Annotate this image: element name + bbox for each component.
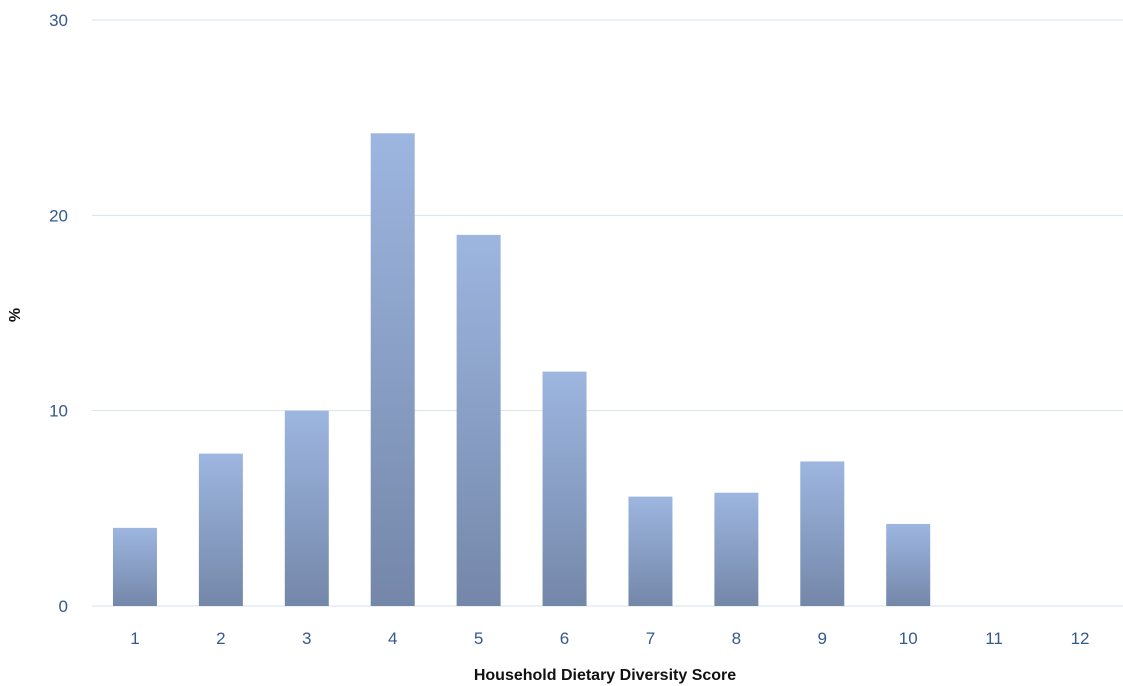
y-axis-title: % — [7, 308, 24, 322]
bar-1 — [112, 527, 157, 606]
x-tick-labels: 1 2 3 4 5 6 7 8 9 10 11 12 — [130, 629, 1089, 648]
x-tick-label: 6 — [560, 629, 569, 648]
y-tick-label: 10 — [49, 402, 68, 421]
bar-6 — [542, 371, 587, 606]
x-tick-label: 5 — [474, 629, 483, 648]
y-tick-label: 30 — [49, 11, 68, 30]
x-tick-label: 12 — [1071, 629, 1090, 648]
bar-3 — [284, 410, 329, 606]
bar-10 — [886, 523, 931, 606]
gridlines — [92, 19, 1123, 607]
x-tick-label: 10 — [899, 629, 918, 648]
bar-4 — [370, 133, 415, 606]
x-axis-title: Household Dietary Diversity Score — [474, 667, 736, 684]
x-tick-label: 3 — [302, 629, 311, 648]
bar-8 — [714, 492, 759, 606]
x-tick-label: 4 — [388, 629, 397, 648]
x-tick-label: 1 — [130, 629, 139, 648]
bars — [112, 133, 931, 606]
bar-9 — [800, 461, 845, 606]
bar-5 — [456, 234, 501, 606]
x-tick-label: 9 — [818, 629, 827, 648]
y-tick-label: 0 — [59, 597, 68, 616]
bar-7 — [628, 496, 673, 606]
bar-2 — [198, 453, 243, 606]
x-tick-label: 7 — [646, 629, 655, 648]
x-tick-label: 8 — [732, 629, 741, 648]
y-tick-labels: 0 10 20 30 — [49, 11, 68, 616]
y-tick-label: 20 — [49, 206, 68, 225]
x-tick-label: 11 — [985, 629, 1003, 648]
x-tick-label: 2 — [216, 629, 225, 648]
